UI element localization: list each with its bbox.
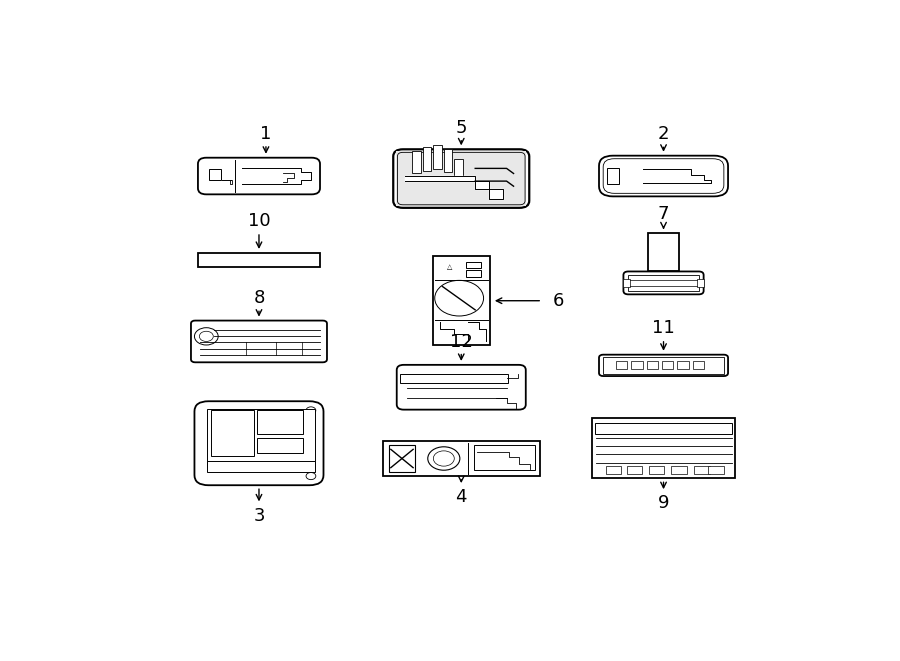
FancyBboxPatch shape [191,321,327,362]
Text: 6: 6 [553,292,564,310]
Bar [648,233,680,272]
Bar [662,362,673,369]
Bar [382,441,540,476]
Text: 5: 5 [455,119,467,137]
FancyBboxPatch shape [397,365,526,410]
Text: △: △ [447,264,453,270]
Bar [595,423,733,434]
FancyBboxPatch shape [599,355,728,376]
Bar [694,466,709,475]
Bar [466,270,482,276]
Bar [209,169,221,180]
Bar [632,362,643,369]
Bar [389,446,415,472]
Text: 3: 3 [253,507,265,525]
Circle shape [306,473,316,480]
Text: 12: 12 [450,332,472,350]
Bar [708,466,724,475]
Circle shape [434,451,454,466]
FancyBboxPatch shape [624,272,704,294]
Bar [257,410,302,434]
Bar [606,466,621,475]
Bar [444,149,452,172]
FancyBboxPatch shape [198,158,320,194]
Bar [693,362,704,369]
Bar [400,373,508,383]
Bar [623,279,630,287]
Bar [454,159,463,178]
Bar [698,279,705,287]
Bar [423,147,431,171]
Circle shape [428,447,460,470]
Bar [608,169,618,184]
Text: 2: 2 [658,125,670,143]
Text: 8: 8 [253,289,265,307]
Bar [628,274,698,292]
Bar [433,256,490,345]
Bar [198,253,320,267]
Bar [434,145,442,169]
Text: 10: 10 [248,212,270,231]
Text: 11: 11 [652,319,675,337]
FancyBboxPatch shape [599,156,728,196]
Bar [592,418,735,479]
FancyBboxPatch shape [393,149,529,208]
Text: 4: 4 [455,488,467,506]
FancyBboxPatch shape [398,152,525,205]
Bar [647,362,658,369]
Text: 1: 1 [260,125,272,143]
Bar [466,262,482,268]
Bar [603,357,724,373]
Text: 9: 9 [658,494,670,512]
Bar [678,362,688,369]
Bar [257,438,302,453]
Circle shape [194,328,218,345]
Circle shape [435,280,483,316]
Circle shape [199,331,213,342]
Polygon shape [405,176,503,199]
Bar [473,445,536,470]
FancyBboxPatch shape [194,401,323,485]
Bar [649,466,664,475]
Bar [396,151,526,206]
Text: 7: 7 [658,205,670,223]
Circle shape [306,407,316,414]
Bar [207,409,315,467]
Bar [412,151,421,173]
Bar [211,410,254,456]
Bar [616,362,627,369]
Bar [626,466,642,475]
Bar [207,461,315,472]
Bar [671,466,687,475]
FancyBboxPatch shape [603,159,724,193]
